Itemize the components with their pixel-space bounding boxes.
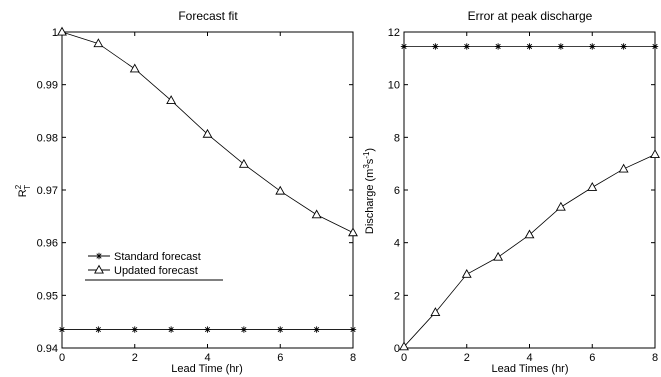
y-tick-label: 0.96 xyxy=(37,238,58,250)
y-tick-label: 8 xyxy=(394,132,400,144)
x-tick-label: 2 xyxy=(464,352,470,364)
y-tick-label: 10 xyxy=(388,80,400,92)
data-point-triangle xyxy=(93,38,104,48)
data-point-star xyxy=(240,326,248,333)
x-ticks: 0 2 4 6 8 xyxy=(59,32,356,364)
x-ticks: 0 2 4 6 8 xyxy=(401,32,658,364)
plot-frame xyxy=(403,31,656,349)
data-point-star xyxy=(400,43,408,50)
data-point-triangle xyxy=(618,163,629,173)
data-point-triangle xyxy=(129,63,140,73)
y-label-mid: s xyxy=(364,158,376,164)
x-tick-label: 6 xyxy=(589,352,595,364)
y-tick-label: 0 xyxy=(394,343,400,355)
data-point-star xyxy=(432,43,439,50)
data-point-triangle xyxy=(238,158,249,168)
data-point-star xyxy=(349,326,357,333)
y-label-sup-1: 3 xyxy=(362,164,371,169)
data-point-star xyxy=(557,43,565,50)
x-tick-label: 8 xyxy=(350,352,356,364)
chart-title: Error at peak discharge xyxy=(468,9,593,23)
y-tick-label: 0.98 xyxy=(37,132,58,144)
y-tick-label: 6 xyxy=(394,185,400,197)
y-tick-label: 0.97 xyxy=(37,185,58,197)
y-label-main: R xyxy=(17,189,29,197)
data-point-star xyxy=(277,326,284,333)
data-point-triangle xyxy=(202,128,213,138)
legend-label-standard: Standard forecast xyxy=(114,251,201,263)
y-tick-label: 0.99 xyxy=(37,80,58,92)
chart-title: Forecast fit xyxy=(178,9,238,23)
legend-marker-updated xyxy=(94,264,104,274)
svg-text:R2T: R2T xyxy=(14,184,32,197)
series-line-triangle xyxy=(403,154,656,347)
data-point-star xyxy=(589,43,596,50)
y-label-main: Discharge (m xyxy=(364,169,376,234)
x-tick-label: 4 xyxy=(526,352,532,364)
legend-star-marker xyxy=(95,252,103,260)
data-point-star xyxy=(313,326,320,333)
y-tick-label: 1 xyxy=(52,27,58,39)
y-ticks: 0 2 4 6 8 10 12 xyxy=(388,27,655,355)
data-point-triangle xyxy=(275,185,286,195)
x-axis-label: Lead Times (hr) xyxy=(491,363,568,375)
y-label-sup-2: -1 xyxy=(362,151,371,159)
data-point-triangle xyxy=(348,227,358,237)
data-point-triangle xyxy=(430,307,441,316)
data-point-star xyxy=(95,326,102,333)
data-point-star xyxy=(620,43,627,50)
data-point-star xyxy=(167,326,175,333)
data-point-star xyxy=(651,43,659,50)
data-point-triangle xyxy=(524,229,535,239)
legend-label-updated: Updated forecast xyxy=(114,265,198,277)
data-point-star xyxy=(58,326,66,333)
data-point-triangle xyxy=(399,341,409,351)
data-point-star xyxy=(494,43,502,50)
y-tick-label: 2 xyxy=(394,290,400,302)
x-tick-label: 6 xyxy=(277,352,283,364)
x-tick-label: 0 xyxy=(401,352,407,364)
legend-box xyxy=(85,244,223,280)
data-point-star xyxy=(204,326,211,333)
legend-marker-standard xyxy=(95,252,103,260)
x-tick-label: 8 xyxy=(652,352,658,364)
data-point-star xyxy=(526,43,533,50)
data-point-triangle xyxy=(650,149,660,158)
x-tick-label: 0 xyxy=(59,352,65,364)
svg-text:Discharge (m3s-1): Discharge (m3s-1) xyxy=(362,148,376,234)
legend: Standard forecast Updated forecast xyxy=(85,244,223,281)
y-ticks: 0.94 0.95 0.96 0.97 0.98 0.99 1 xyxy=(37,27,353,355)
y-tick-label: 4 xyxy=(394,238,400,250)
y-label-sup: 2 xyxy=(14,184,23,189)
data-point-triangle xyxy=(166,95,177,104)
y-label-sub: T xyxy=(23,185,32,190)
data-point-triangle xyxy=(57,26,67,36)
legend-triangle-marker xyxy=(94,264,104,274)
data-point-triangle xyxy=(311,209,322,219)
x-axis-label: Lead Time (hr) xyxy=(171,363,243,375)
forecast-fit-chart: Forecast fit 0.94 0.95 0.96 0.97 0.98 0.99 1 0… xyxy=(14,9,358,375)
data-point-star xyxy=(463,43,470,50)
data-point-triangle xyxy=(555,201,566,211)
x-tick-label: 4 xyxy=(204,352,210,364)
plot-frame xyxy=(61,31,354,349)
data-point-triangle xyxy=(587,182,598,191)
y-axis-label: Discharge (m3s-1) xyxy=(362,148,376,234)
y-label-end: ) xyxy=(364,148,376,152)
y-axis-label: R2T xyxy=(14,184,32,197)
y-tick-label: 0.94 xyxy=(37,343,58,355)
series-group xyxy=(57,26,358,333)
y-tick-label: 0.95 xyxy=(37,290,58,302)
data-point-triangle xyxy=(461,268,472,278)
data-point-star xyxy=(131,326,138,333)
x-tick-label: 2 xyxy=(132,352,138,364)
data-point-triangle xyxy=(493,251,504,261)
y-tick-label: 12 xyxy=(388,27,400,39)
series-group xyxy=(399,43,660,351)
